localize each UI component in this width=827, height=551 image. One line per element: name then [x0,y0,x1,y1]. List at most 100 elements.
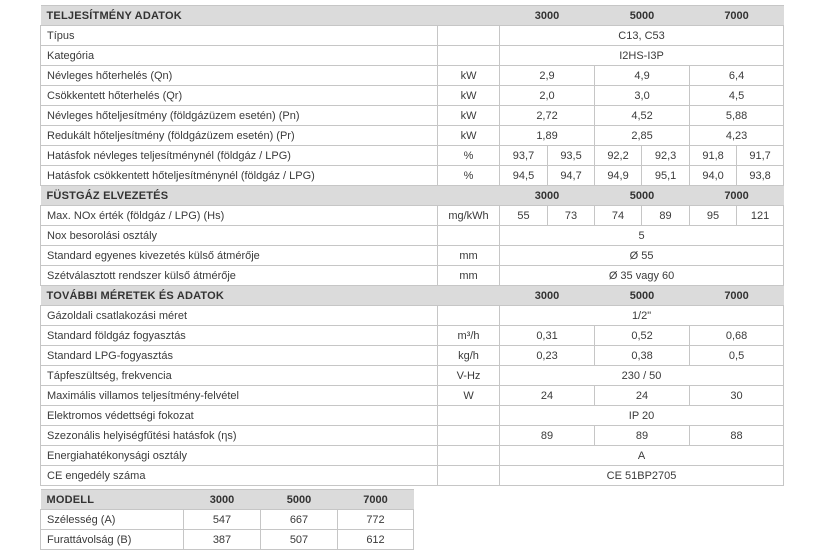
model-row: Szélesség (A) 547 667 772 [40,509,414,530]
spec-value: 3,0 [594,85,691,106]
spec-value-split: 92,2 [594,145,643,166]
spec-row: Standard LPG-fogyasztás kg/h 0,23 0,38 0,5 [40,345,785,366]
model-row-label: Szélesség (A) [40,509,184,530]
spec-value: 0,68 [689,325,785,346]
section-header-row: FÜSTGÁZ ELVEZETÉS 3000 5000 7000 [40,185,784,206]
spec-row-unit: W [436,385,501,406]
spec-value-split: 94,7 [547,165,596,186]
spec-row-label: Típus [40,25,438,46]
spec-value: 5,88 [689,105,785,126]
model-column-header: 7000 [689,285,784,306]
spec-value-merged: 1/2" [499,305,785,326]
spec-row-unit: kW [436,125,501,146]
spec-value-merged: A [499,445,785,466]
spec-row: Szezonális helyiségfűtési hatásfok (ηs) 8… [40,425,785,446]
spec-row-label: Tápfeszültség, frekvencia [40,365,438,386]
spec-row-unit: kW [436,85,501,106]
model-column-header: 3000 [499,5,595,26]
spec-value: 4,52 [594,105,691,126]
spec-row-label: Standard LPG-fogyasztás [40,345,438,366]
model-table: MODELL 3000 5000 7000 Szélesség (A) 547 667 772… [40,489,414,550]
spec-row: Energiahatékonysági osztály A [40,445,785,466]
spec-value-split: 95 [689,205,738,226]
spec-row-unit: % [436,165,501,186]
model-column-header: 3000 [499,285,595,306]
model-value: 612 [337,529,414,550]
spec-value-merged: I2HS-I3P [499,45,785,66]
model-column-header: 7000 [689,185,784,206]
spec-value-split: 73 [547,205,596,226]
spec-value: 0,38 [594,345,691,366]
model-row-label: Furattávolság (B) [40,529,184,550]
spec-value: 0,23 [499,345,596,366]
spec-value-split: 95,1 [641,165,691,186]
spec-value: 2,9 [499,65,596,86]
model-column-header: 7000 [689,5,784,26]
spec-value-split: 94,0 [689,165,738,186]
spec-row: Standard földgáz fogyasztás m³/h 0,31 0,52 0… [40,325,785,346]
model-table-header-row: MODELL 3000 5000 7000 [40,489,414,510]
spec-value-split: 93,7 [499,145,549,166]
section-header-row: TELJESÍTMÉNY ADATOK 3000 5000 7000 [40,5,784,26]
spec-value-split: 55 [499,205,549,226]
model-value: 507 [260,529,338,550]
model-value: 772 [337,509,414,530]
spec-value-split: 93,5 [547,145,596,166]
spec-value-merged: 230 / 50 [499,365,785,386]
spec-row: Max. NOx érték (földgáz / LPG) (Hs) mg/kW… [40,205,785,226]
spec-row-unit [436,25,501,46]
spec-row: Redukált hőteljesítmény (földgázüzem ese… [40,125,785,146]
spec-row-label: Hatásfok névleges teljesítménynél (földg… [40,145,438,166]
section-title: TELJESÍTMÉNY ADATOK [40,5,500,26]
spec-row-label: Max. NOx érték (földgáz / LPG) (Hs) [40,205,438,226]
spec-row: Névleges hőterhelés (Qn) kW 2,9 4,9 6,4 [40,65,785,86]
spec-value: 0,52 [594,325,691,346]
spec-row-unit: kW [436,105,501,126]
spec-row-label: CE engedély száma [40,465,438,486]
spec-value: 4,23 [689,125,785,146]
spec-value: 24 [499,385,596,406]
spec-row-unit: kW [436,65,501,86]
spec-table: TELJESÍTMÉNY ADATOK 3000 5000 7000 Típus C13,… [40,5,785,486]
model-value: 667 [260,509,338,530]
spec-row: CE engedély száma CE 51BP2705 [40,465,785,486]
spec-row-unit [436,445,501,466]
model-column-header: 7000 [337,489,414,510]
spec-row-label: Standard egyenes kivezetés külső átmérőj… [40,245,438,266]
spec-row-label: Elektromos védettségi fokozat [40,405,438,426]
spec-row-unit [436,45,501,66]
spec-row: Maximális villamos teljesítmény-felvétel… [40,385,785,406]
spec-row: Kategória I2HS-I3P [40,45,785,66]
spec-row: Típus C13, C53 [40,25,785,46]
section-title: TOVÁBBI MÉRETEK ÉS ADATOK [40,285,500,306]
model-table-title: MODELL [40,489,184,510]
model-column-header: 5000 [594,185,690,206]
spec-value-merged: Ø 55 [499,245,785,266]
spec-row: Tápfeszültség, frekvencia V-Hz 230 / 50 [40,365,785,386]
spec-row-unit [436,305,501,326]
spec-value-split: 91,8 [689,145,738,166]
spec-row: Csökkentett hőterhelés (Qr) kW 2,0 3,0 4,5 [40,85,785,106]
model-value: 547 [183,509,261,530]
spec-value: 0,31 [499,325,596,346]
spec-value-split: 89 [641,205,691,226]
spec-value-split: 91,7 [736,145,785,166]
spec-value-split: 94,5 [499,165,549,186]
spec-row-unit: mm [436,245,501,266]
model-column-header: 5000 [260,489,338,510]
spec-value: 2,72 [499,105,596,126]
spec-value: 4,5 [689,85,785,106]
spec-row: Névleges hőteljesítmény (földgázüzem ese… [40,105,785,126]
spec-row-unit [436,225,501,246]
spec-row-label: Nox besorolási osztály [40,225,438,246]
spec-row-label: Szétválasztott rendszer külső átmérője [40,265,438,286]
model-column-header: 3000 [499,185,595,206]
spec-table-body: TELJESÍTMÉNY ADATOK 3000 5000 7000 Típus C13,… [40,5,785,486]
spec-value: 24 [594,385,691,406]
spec-row-unit: V-Hz [436,365,501,386]
spec-row-unit: mm [436,265,501,286]
spec-row-unit: mg/kWh [436,205,501,226]
spec-row: Standard egyenes kivezetés külső átmérőj… [40,245,785,266]
section-header-row: TOVÁBBI MÉRETEK ÉS ADATOK 3000 5000 7000 [40,285,784,306]
model-row: Furattávolság (B) 387 507 612 [40,529,414,550]
